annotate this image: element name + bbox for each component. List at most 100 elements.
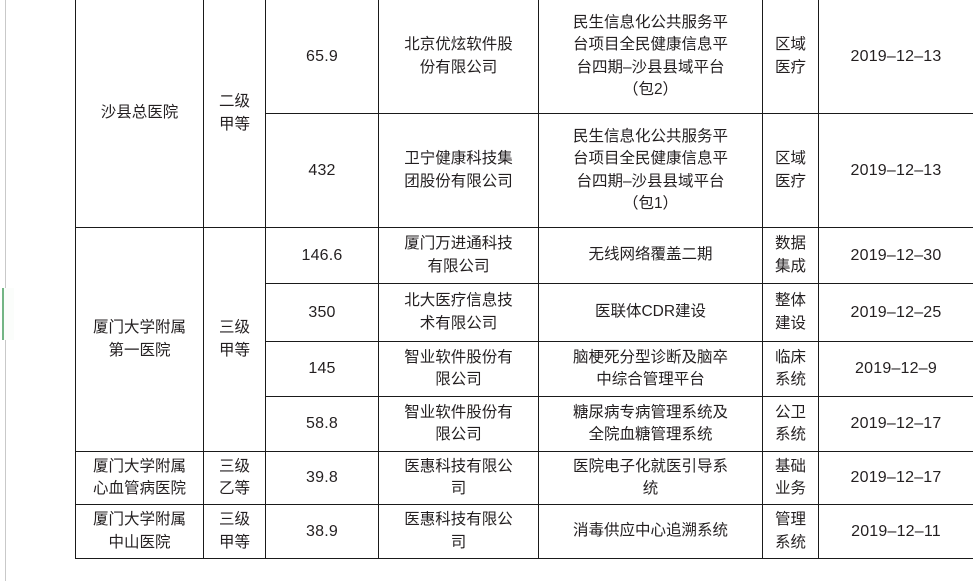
cell-hospital-name: 厦门大学附属 心血管病医院 [75,451,204,505]
cell-vendor: 医惠科技有限公司 [378,451,539,505]
cell-hospital-grade: 二级 甲等 [203,0,266,228]
cell-project: 医联体CDR建设 [538,283,763,342]
cell-project-type: 管理 系统 [762,504,819,559]
cell-date-line: 2019–12–17 [850,469,942,487]
table-body: 沙县总医院 二级 甲等 65.9 北京优炫软件股 份有限公司 民生信息化公共服务平 台项目全民… [75,0,973,559]
cell-amount-line: 145 [308,360,336,378]
procurement-table: 沙县总医院 二级 甲等 65.9 北京优炫软件股 份有限公司 民生信息化公共服务平 台项目全民… [75,0,973,559]
cell-project-type-line: 区域 [774,36,806,54]
cell-amount-line: 146.6 [301,246,343,264]
cell-project-type-line: 整体 [774,292,806,310]
cell-vendor-line: 份有限公司 [419,58,498,76]
cell-project-line: 糖尿病专病管理系统及 [572,403,728,421]
cell-project: 民生信息化公共服务平 台项目全民健康信息平 台四期–沙县县域平台 （包1） [538,113,763,228]
cell-vendor-line: 厦门万进通科技 [404,235,513,253]
cell-hospital-name-line: 心血管病医院 [92,480,186,497]
cell-project-type: 区域 医疗 [762,0,819,114]
cell-amount-line: 65.9 [306,47,338,65]
cell-vendor-line: 术有限公司 [419,314,498,332]
cell-project-line: 无线网络覆盖二期 [588,246,713,264]
cell-project-line: 中综合管理平台 [596,371,705,388]
table-row: 厦门大学附属 心血管病医院 三级 乙等 39.8 医惠科技有限公司医院电子化就医引导系统基… [75,451,973,505]
cell-date-line: 2019–12–30 [850,246,942,264]
cell-hospital-name-line: 厦门大学附属 [92,511,186,529]
cell-hospital-grade-line: 甲等 [218,341,250,359]
table-row: 厦门大学附属 中山医院 三级 甲等 38.9 医惠科技有限公司 消毒供应中心追溯系统 管理系统… [75,504,973,559]
cell-project-type: 数据 集成 [762,227,819,284]
cell-amount-line: 432 [308,161,336,179]
table-row: 145 智业软件股份有 限公司 脑梗死分型诊断及脑卒 中综合管理平台 临床系统 2019–1… [76,341,973,397]
cell-hospital-grade-line: 三级 [218,457,250,475]
cell-project-type-line: 集成 [774,257,806,275]
cell-vendor-line: 北京优炫软件股 [404,36,513,54]
cell-project-type-line: 系统 [774,533,806,551]
cell-vendor-line: 智业软件股份有 [404,403,513,421]
cell-project-line: 医联体CDR建设 [594,303,707,321]
table-container: 沙县总医院 二级 甲等 65.9 北京优炫软件股 份有限公司 民生信息化公共服务平 台项目全民… [75,0,973,559]
cell-date-line: 2019–12–9 [855,360,937,378]
cell-project: 无线网络覆盖二期 [538,227,763,284]
cell-date: 2019–12–17 [818,396,973,452]
cell-project-line: 消毒供应中心追溯系统 [572,522,728,540]
table-row: 58.8 智业软件股份有 限公司 糖尿病专病管理系统及 全院血糖管理系统 公卫系统 2019… [76,396,973,452]
cell-amount: 38.9 [265,504,379,559]
cell-vendor-line: 团股份有限公司 [404,172,513,190]
cell-amount-line: 350 [308,303,336,321]
cell-hospital-name-line: 厦门大学附属 [92,457,186,475]
cell-project-line: 民生信息化公共服务平 [572,127,728,145]
cell-hospital-name-line: 厦门大学附属 [92,319,186,337]
cell-hospital-grade-line: 甲等 [218,115,250,133]
cell-project-type-line: 建设 [774,314,806,332]
cell-hospital-grade: 三级 乙等 [203,451,266,505]
cell-hospital-grade-line: 三级 [218,319,250,337]
cell-date-line: 2019–12–25 [850,303,942,321]
cell-vendor-line: 医惠科技有限公 [404,511,513,529]
cell-project-line: 台项目全民健康信息平 [572,36,728,54]
cell-amount-line: 39.8 [306,469,338,487]
cell-hospital-grade-line: 甲等 [218,533,250,551]
cell-project-type-line: 管理 [774,511,806,529]
cell-date: 2019–12–11 [818,504,973,559]
cell-vendor: 智业软件股份有 限公司 [378,396,539,452]
cell-hospital-name-line: 第一医院 [108,341,171,359]
table-row: 432 卫宁健康科技集 团股份有限公司 民生信息化公共服务平 台项目全民健康信息平 台四期… [76,113,973,228]
cell-amount: 432 [265,113,379,228]
cell-vendor: 卫宁健康科技集 团股份有限公司 [378,113,539,228]
cell-vendor-line: 北大医疗信息技 [404,292,513,310]
cell-vendor: 智业软件股份有 限公司 [378,341,539,397]
cell-project-type-line: 系统 [774,426,806,443]
cell-amount-line: 38.9 [306,522,338,540]
cell-vendor-line: 医惠科技有限公 [404,457,513,475]
cell-vendor-line: 卫宁健康科技集 [404,150,513,168]
cell-project-type-line: 医疗 [774,172,806,190]
cell-project-type-line: 业务 [774,480,806,497]
cell-vendor-line: 司 [450,533,467,551]
cell-project-type-line: 临床 [774,348,806,366]
cell-hospital-grade-line: 二级 [218,93,250,111]
page-accent-fill [4,288,14,340]
cell-project-line: 台项目全民健康信息平 [572,150,728,168]
cell-vendor: 北大医疗信息技 术有限公司 [378,283,539,342]
cell-project-type: 公卫 系统 [762,396,819,452]
cell-date: 2019–12–17 [818,451,973,505]
cell-project-line: 台四期–沙县县域平台 [576,172,725,190]
cell-amount: 350 [265,283,379,342]
cell-amount: 58.8 [265,396,379,452]
table-row: 厦门大学附属 第一医院 三级 甲等 146.6 厦门万进通科技 有限公司 无线网络覆盖二期 数据… [75,227,973,452]
cell-project: 消毒供应中心追溯系统 [538,504,763,559]
cell-hospital-grade: 三级 甲等 [203,504,266,559]
cell-date-line: 2019–12–17 [850,415,942,433]
cell-hospital-name: 沙县总医院 [75,0,204,228]
cell-project-line: （包2） [622,80,679,98]
cell-hospital-grade: 三级 甲等 [203,227,266,452]
cell-project-type-line: 系统 [774,371,806,388]
cell-hospital-name: 厦门大学附属 中山医院 [75,504,204,559]
cell-vendor-line: 智业软件股份有 [404,348,513,366]
cell-project: 脑梗死分型诊断及脑卒 中综合管理平台 [538,341,763,397]
cell-date-line: 2019–12–11 [851,522,941,540]
cell-project-type-line: 公卫 [774,403,806,421]
cell-project-line: 医院电子化就医引导系 [572,457,728,475]
cell-project-line: 民生信息化公共服务平 [572,13,728,31]
cell-hospital-name-line: 沙县总医院 [100,104,179,122]
cell-project-line: 全院血糖管理系统 [588,426,713,443]
